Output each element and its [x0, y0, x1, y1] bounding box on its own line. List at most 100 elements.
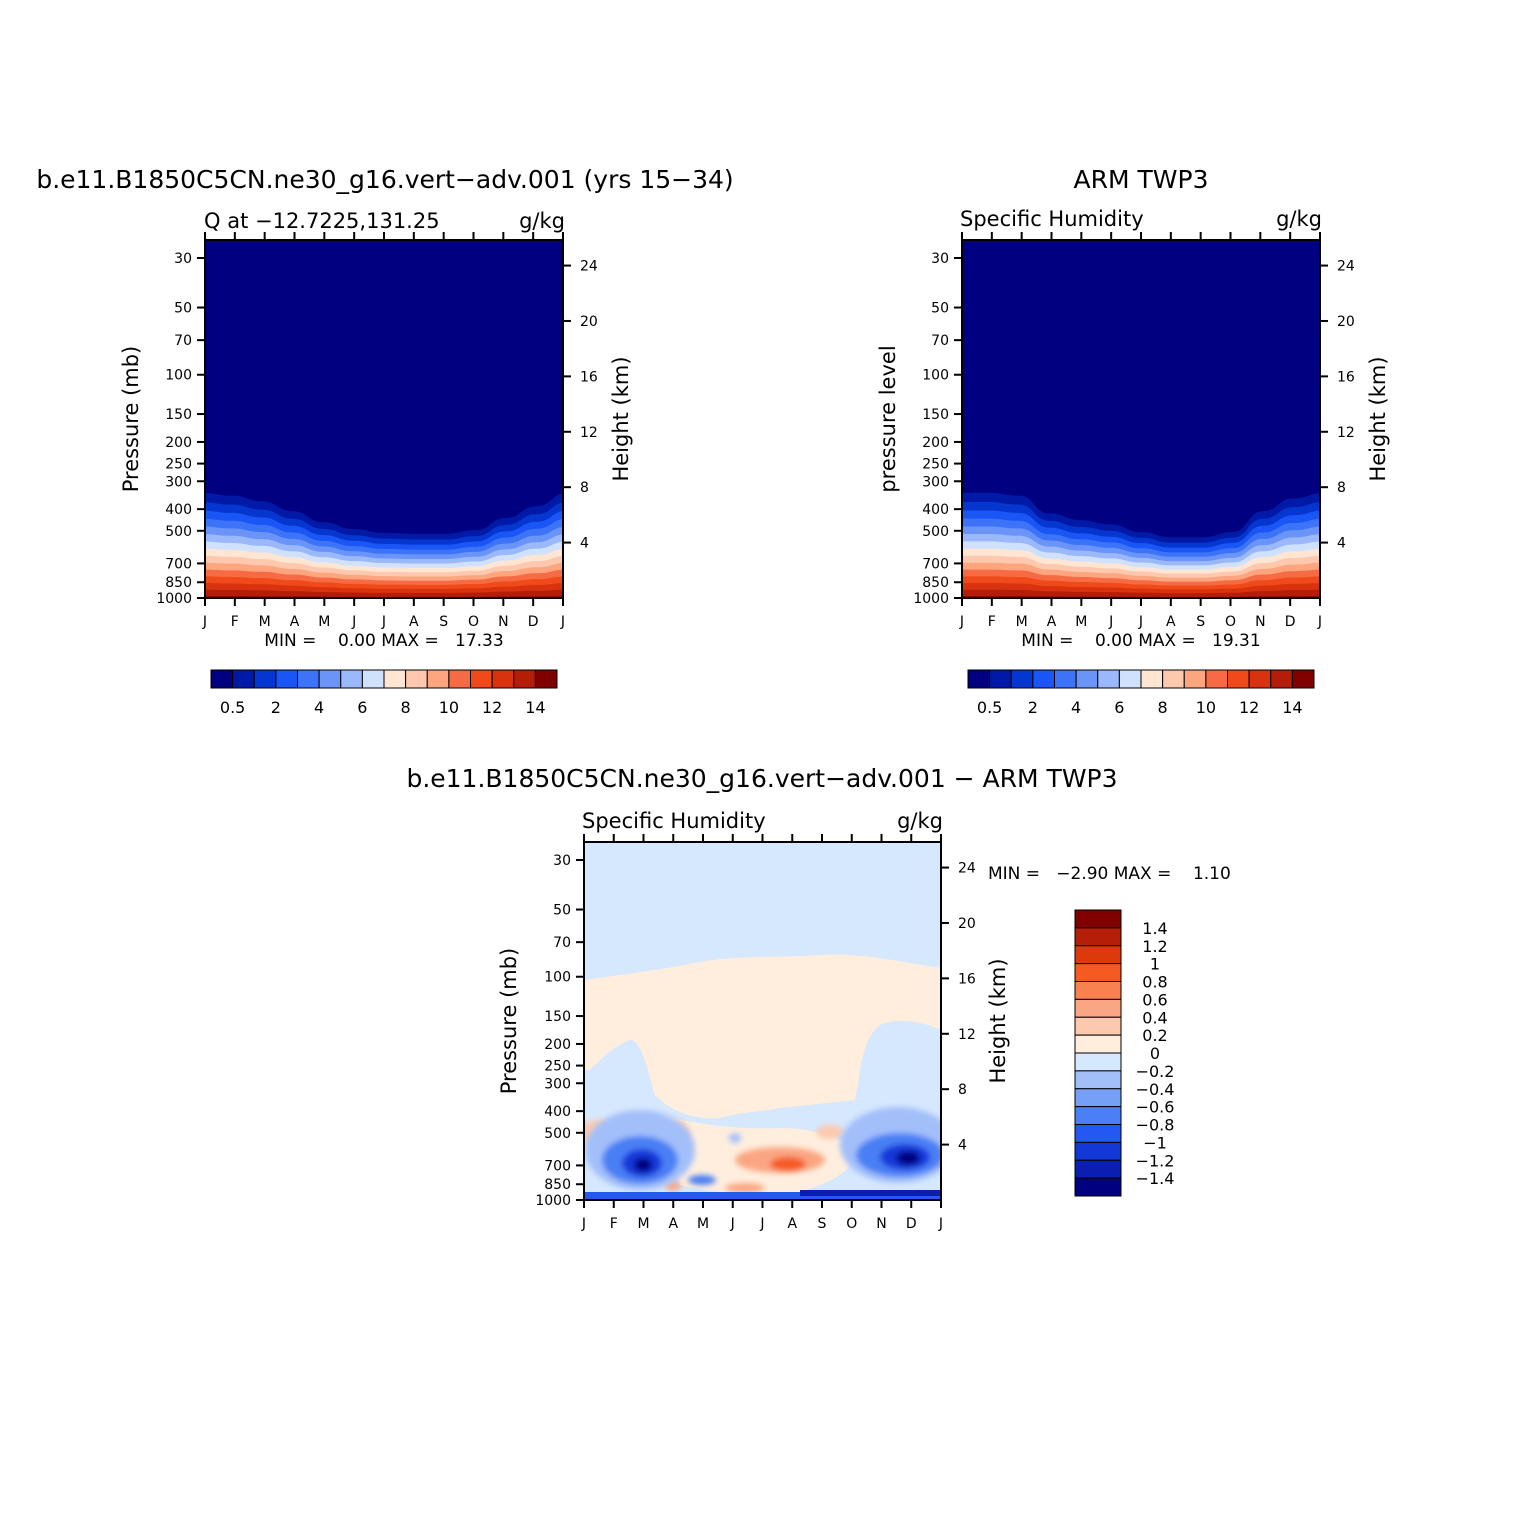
- diff-height-tick-label: 24: [958, 861, 976, 877]
- obs-colorbar-box: [1183, 669, 1207, 689]
- model-y2-axis-label: Height (km): [609, 356, 633, 481]
- model-colorbar-box: [232, 669, 255, 689]
- diff-min-max: MIN = −2.90 MAX = 1.10: [988, 864, 1231, 884]
- model-main-title: b.e11.B1850C5CN.ne30_g16.vert−adv.001 (y…: [36, 165, 733, 194]
- obs-month-label: M: [1016, 614, 1028, 630]
- diff-colorbar-box: [1074, 963, 1122, 982]
- model-pressure-tick-label: 700: [165, 556, 192, 572]
- diff-left-string: Specific Humidity: [582, 809, 766, 833]
- obs-height-tick-label: 4: [1337, 536, 1346, 552]
- obs-month-label: D: [1285, 614, 1296, 630]
- obs-pressure-tick-label: 70: [931, 333, 949, 349]
- model-month-label: J: [351, 614, 356, 630]
- obs-height-tick-label: 16: [1337, 369, 1355, 385]
- model-pressure-tick-label: 250: [165, 457, 192, 473]
- diff-month-label: N: [876, 1216, 886, 1232]
- model-colorbar-box: [361, 669, 385, 689]
- obs-month-label: J: [1108, 614, 1113, 630]
- diff-colorbar-label: 1.4: [1142, 919, 1167, 938]
- obs-colorbar-box: [1291, 669, 1315, 689]
- diff-colorbar-label: 0.6: [1142, 990, 1167, 1009]
- model-colorbar-box: [534, 669, 558, 689]
- model-pressure-tick-label: 300: [165, 474, 192, 490]
- obs-pressure-tick-label: 500: [922, 524, 949, 540]
- diff-colorbar-box: [1074, 945, 1122, 965]
- diff-month-label: M: [697, 1216, 709, 1232]
- model-colorbar-box: [470, 669, 493, 689]
- obs-colorbar-box: [989, 669, 1012, 689]
- diff-colorbar-label: 0.2: [1142, 1026, 1167, 1045]
- diff-height-tick-label: 20: [958, 916, 976, 932]
- model-month-label: D: [528, 614, 539, 630]
- diff-colorbar-label: 1: [1150, 955, 1160, 974]
- diff-pressure-tick-label: 30: [553, 853, 571, 869]
- obs-month-label: M: [1075, 614, 1087, 630]
- diff-colorbar-label: −0.2: [1136, 1062, 1175, 1081]
- model-colorbar-label: 6: [357, 698, 367, 717]
- model-pressure-tick-label: 500: [165, 524, 192, 540]
- model-month-label: O: [468, 614, 479, 630]
- model-contour-field: [205, 240, 563, 598]
- diff-month-label: F: [610, 1216, 618, 1232]
- diff-month-label: O: [846, 1216, 857, 1232]
- model-left-string: Q at −12.7225,131.25: [204, 209, 440, 233]
- model-pressure-tick-label: 150: [165, 407, 192, 423]
- model-height-tick-label: 16: [580, 369, 598, 385]
- diff-pressure-tick-label: 250: [544, 1059, 571, 1075]
- model-month-label: M: [318, 614, 330, 630]
- obs-colorbar-label: 6: [1114, 698, 1124, 717]
- obs-month-label: F: [988, 614, 996, 630]
- diff-colorbar-label: 0.8: [1142, 973, 1167, 992]
- obs-contour-band-14: [962, 589, 1320, 598]
- obs-left-string: Specific Humidity: [960, 207, 1144, 231]
- obs-colorbar-box: [1227, 669, 1250, 689]
- obs-month-label: A: [1166, 614, 1176, 630]
- obs-height-tick-label: 24: [1337, 259, 1355, 275]
- model-pressure-tick-label: 30: [174, 251, 192, 267]
- model-height-tick-label: 24: [580, 259, 598, 275]
- diff-colorbar-box: [1074, 1106, 1122, 1125]
- obs-colorbar-box: [1032, 669, 1055, 689]
- diff-pressure-tick-label: 850: [544, 1177, 571, 1193]
- model-colorbar-box: [426, 669, 450, 689]
- diff-colorbar-box: [1074, 1088, 1122, 1108]
- panel-model: b.e11.B1850C5CN.ne30_g16.vert−adv.001 (y…: [36, 165, 733, 717]
- model-colorbar-label: 12: [482, 698, 502, 717]
- model-month-label: N: [498, 614, 508, 630]
- obs-month-label: J: [1138, 614, 1143, 630]
- diff-colorbar-box: [1074, 927, 1122, 947]
- model-colorbar-box: [210, 669, 234, 689]
- model-y-axis-label: Pressure (mb): [119, 346, 143, 493]
- diff-colorbar-box: [1074, 909, 1122, 929]
- diff-month-label: D: [906, 1216, 917, 1232]
- obs-colorbar-box: [1097, 669, 1120, 689]
- obs-pressure-tick-label: 700: [922, 556, 949, 572]
- diff-contour-field: [584, 842, 941, 1200]
- obs-colorbar-label: 12: [1239, 698, 1259, 717]
- obs-month-label: J: [959, 614, 964, 630]
- obs-month-label: J: [1317, 614, 1322, 630]
- obs-height-tick-label: 8: [1337, 480, 1346, 496]
- obs-month-label: N: [1255, 614, 1265, 630]
- diff-colorbar-label: 1.2: [1142, 937, 1167, 956]
- model-month-label: M: [259, 614, 271, 630]
- obs-colorbar-box: [1054, 669, 1077, 689]
- obs-height-tick-label: 12: [1337, 425, 1355, 441]
- model-pressure-tick-label: 70: [174, 333, 192, 349]
- obs-colorbar-box: [1010, 669, 1034, 689]
- obs-colorbar-label: 14: [1282, 698, 1302, 717]
- model-month-label: A: [409, 614, 419, 630]
- model-month-label: F: [231, 614, 239, 630]
- model-colorbar-box: [275, 669, 298, 689]
- obs-colorbar-box: [1248, 669, 1272, 689]
- diff-month-label: J: [730, 1216, 735, 1232]
- diff-blob-jun-500-neg: [729, 1133, 741, 1143]
- diff-colorbar-label: 0: [1150, 1044, 1160, 1063]
- diff-blob-jun-850-pos: [725, 1183, 765, 1193]
- model-units: g/kg: [519, 209, 565, 233]
- obs-y2-axis-label: Height (km): [1366, 356, 1390, 481]
- diff-month-label: A: [668, 1216, 678, 1232]
- obs-contour-field: [962, 240, 1320, 598]
- obs-colorbar-box: [967, 669, 991, 689]
- diff-month-label: S: [818, 1216, 827, 1232]
